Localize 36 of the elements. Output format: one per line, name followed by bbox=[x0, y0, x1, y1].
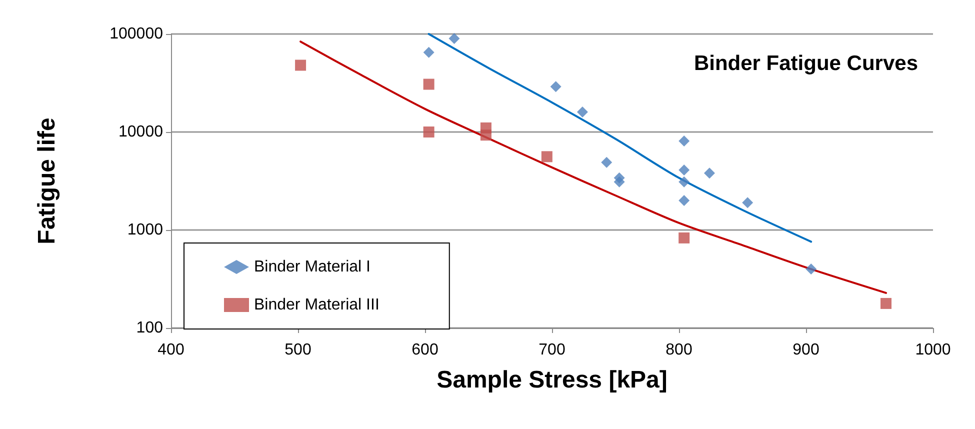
x-tick-label: 700 bbox=[538, 342, 566, 358]
point bbox=[448, 32, 460, 44]
point bbox=[678, 176, 690, 188]
x-axis-title: Sample Stress [kPa] bbox=[436, 366, 668, 394]
point bbox=[601, 156, 612, 168]
point bbox=[678, 195, 690, 206]
x-tick-label: 800 bbox=[666, 342, 692, 358]
legend-label: Binder Material III bbox=[254, 296, 380, 314]
point bbox=[678, 164, 690, 176]
point bbox=[742, 197, 754, 208]
point bbox=[550, 81, 562, 92]
y-tick-label: 10000 bbox=[118, 124, 164, 140]
point bbox=[614, 176, 625, 188]
point bbox=[423, 46, 434, 58]
point bbox=[480, 130, 492, 141]
point bbox=[678, 135, 690, 146]
point bbox=[295, 60, 306, 71]
x-tick-label: 400 bbox=[158, 342, 184, 358]
y-tick-label: 100 bbox=[136, 320, 164, 336]
point bbox=[423, 126, 434, 138]
point bbox=[880, 298, 892, 309]
legend-label: Binder Material I bbox=[254, 258, 370, 276]
point bbox=[576, 106, 588, 118]
text: Binder Fatigue Curves bbox=[694, 52, 918, 75]
point bbox=[704, 168, 715, 179]
x-tick-label: 900 bbox=[792, 342, 820, 358]
point bbox=[541, 151, 552, 162]
point bbox=[678, 232, 690, 244]
x-tick-label: 500 bbox=[284, 342, 312, 358]
y-tick-label: 1000 bbox=[127, 222, 164, 238]
x-tick-label: 600 bbox=[412, 342, 438, 358]
point bbox=[423, 78, 434, 90]
y-axis-title: Fatigue life bbox=[34, 118, 60, 244]
x-tick-label: 1000 bbox=[915, 342, 951, 358]
point bbox=[806, 264, 817, 274]
y-tick-label: 100000 bbox=[110, 26, 164, 42]
